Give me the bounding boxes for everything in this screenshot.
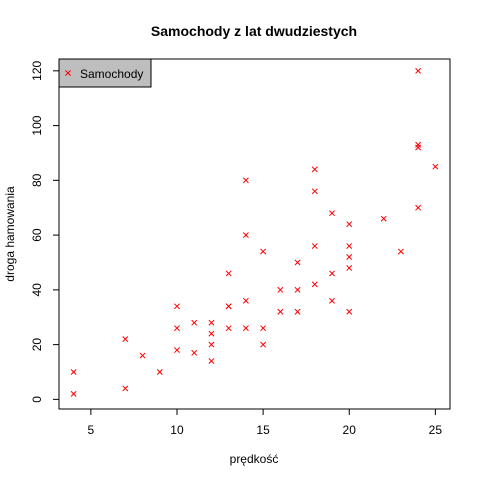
data-point-42 bbox=[346, 221, 353, 228]
x-tick-label-15: 15 bbox=[256, 423, 270, 437]
chart-title: Samochody z lat dwudziestych bbox=[151, 23, 357, 39]
y-tick-label-40: 40 bbox=[30, 283, 44, 297]
data-point-15 bbox=[225, 325, 232, 332]
y-tick-label-120: 120 bbox=[30, 60, 44, 80]
y-tick-label-80: 80 bbox=[30, 173, 44, 187]
data-point-35 bbox=[329, 297, 335, 304]
data-point-19 bbox=[242, 325, 249, 332]
x-axis: 5 10 15 20 25 bbox=[88, 409, 443, 437]
data-point-32 bbox=[311, 243, 318, 249]
x-tick-label-25: 25 bbox=[429, 423, 443, 437]
data-point-9 bbox=[191, 349, 198, 356]
data-point-3 bbox=[122, 336, 129, 343]
y-tick-label-100: 100 bbox=[30, 115, 44, 135]
data-point-43 bbox=[380, 215, 387, 222]
data-point-10 bbox=[191, 319, 198, 326]
data-point-38 bbox=[346, 308, 353, 315]
data-point-37 bbox=[329, 210, 335, 217]
data-point-17 bbox=[225, 303, 232, 310]
data-point-7 bbox=[174, 325, 180, 332]
legend-label: Samochody bbox=[80, 67, 143, 81]
data-point-0 bbox=[70, 390, 77, 397]
data-point-18 bbox=[225, 270, 232, 277]
data-point-36 bbox=[329, 270, 335, 277]
data-point-34 bbox=[311, 166, 318, 173]
data-point-11 bbox=[208, 358, 215, 364]
data-point-12 bbox=[208, 341, 215, 348]
legend-x-icon bbox=[65, 70, 71, 76]
data-point-49 bbox=[432, 163, 439, 170]
data-point-44 bbox=[397, 248, 404, 255]
data-point-20 bbox=[242, 297, 249, 304]
data-point-29 bbox=[294, 286, 301, 293]
data-point-22 bbox=[242, 177, 249, 184]
legend-box bbox=[58, 58, 152, 88]
data-point-39 bbox=[346, 264, 353, 271]
data-point-6 bbox=[174, 347, 180, 354]
data-point-26 bbox=[277, 308, 284, 315]
plot-area bbox=[58, 58, 451, 410]
data-point-48 bbox=[415, 67, 422, 74]
y-axis-label: droga hamowania bbox=[3, 186, 17, 282]
data-point-46 bbox=[415, 144, 422, 151]
data-points bbox=[70, 67, 439, 397]
y-tick-label-60: 60 bbox=[30, 228, 44, 242]
data-point-47 bbox=[415, 141, 422, 148]
data-point-2 bbox=[122, 385, 129, 392]
x-tick-label-10: 10 bbox=[170, 423, 184, 437]
data-point-30 bbox=[294, 259, 301, 266]
data-point-28 bbox=[294, 308, 301, 315]
data-point-31 bbox=[311, 281, 318, 288]
data-point-40 bbox=[346, 254, 353, 260]
data-point-8 bbox=[174, 303, 180, 310]
y-tick-label-0: 0 bbox=[30, 396, 44, 403]
data-point-21 bbox=[242, 232, 249, 239]
data-point-41 bbox=[346, 243, 353, 249]
data-point-1 bbox=[70, 369, 77, 375]
data-point-14 bbox=[208, 319, 215, 326]
x-axis-label: prędkość bbox=[230, 452, 279, 466]
legend-marker bbox=[65, 70, 71, 76]
data-point-25 bbox=[260, 248, 267, 255]
data-point-23 bbox=[260, 341, 267, 348]
x-tick-label-20: 20 bbox=[343, 423, 357, 437]
x-tick-label-5: 5 bbox=[88, 423, 95, 437]
data-point-13 bbox=[208, 330, 215, 337]
data-point-5 bbox=[156, 369, 163, 375]
data-point-45 bbox=[415, 204, 422, 211]
data-point-24 bbox=[260, 325, 267, 332]
data-point-4 bbox=[139, 352, 146, 359]
data-point-27 bbox=[277, 286, 284, 293]
data-point-33 bbox=[311, 188, 318, 195]
y-tick-label-20: 20 bbox=[30, 338, 44, 352]
y-axis: 0 20 40 60 80 100 120 bbox=[30, 60, 59, 403]
legend: Samochody bbox=[58, 58, 152, 88]
